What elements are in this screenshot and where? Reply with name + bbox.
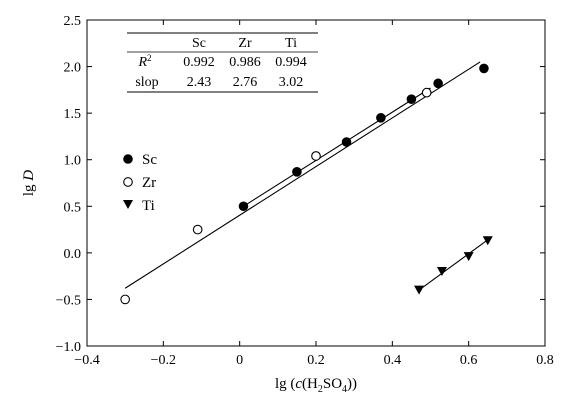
y-tick-label: −1.0 — [56, 340, 81, 355]
point-ti — [436, 266, 447, 276]
point-zr — [192, 224, 203, 235]
table-header-sc: Sc — [192, 36, 206, 51]
x-tick-label: −0.2 — [151, 353, 176, 368]
point-zr — [421, 87, 432, 98]
x-tick-label: −0.4 — [74, 353, 99, 368]
point-sc — [479, 63, 489, 74]
fit-line-zr — [124, 61, 481, 289]
point-sc — [433, 78, 443, 89]
y-tick-label: 0.0 — [64, 247, 82, 262]
x-tick-label: 0.6 — [460, 353, 478, 368]
x-axis-label: lg (c(H2SO4)) — [275, 376, 357, 395]
point-sc — [376, 113, 386, 123]
legend-marker-ti — [123, 200, 133, 209]
data-points — [120, 63, 493, 305]
point-sc — [292, 167, 302, 177]
point-zr — [120, 294, 131, 305]
legend-label-sc: Sc — [142, 152, 157, 168]
legend-marker-zr — [123, 177, 133, 187]
x-tick-label: 0 — [236, 353, 243, 368]
fit-lines — [124, 61, 489, 291]
table-cell-slop-ti: 3.02 — [279, 75, 304, 90]
legend-label-ti: Ti — [142, 198, 155, 214]
table-header-ti: Ti — [285, 36, 297, 51]
table-cell-slop-sc: 2.43 — [187, 75, 212, 90]
x-tick-label: 0.2 — [307, 353, 325, 368]
y-tick-label: 2.0 — [64, 61, 82, 76]
stats-table: Sc Zr Ti R2 0.992 0.986 0.994 slop 2.43 … — [127, 32, 318, 93]
legend: Sc Zr Ti — [123, 152, 157, 214]
table-cell-r2-ti: 0.994 — [275, 55, 307, 70]
point-ti — [482, 236, 493, 246]
table-row-slop-label: slop — [135, 75, 158, 90]
y-tick-label: 1.5 — [64, 107, 82, 122]
legend-marker-sc — [123, 154, 133, 164]
y-tick-label: 2.5 — [64, 14, 82, 29]
point-sc — [341, 137, 352, 147]
fit-line-ti — [418, 239, 489, 291]
table-header-zr: Zr — [238, 36, 252, 51]
point-ti — [414, 285, 425, 295]
table-cell-r2-sc: 0.992 — [183, 55, 215, 70]
y-tick-label: 0.5 — [64, 200, 82, 215]
x-axis: −0.4 −0.2 0 0.2 0.4 0.6 0.8 — [74, 20, 554, 368]
point-zr — [311, 151, 321, 161]
x-tick-label: 0.4 — [384, 353, 402, 368]
fit-line-sc — [243, 87, 431, 207]
y-axis-label: lg D — [21, 170, 37, 196]
point-sc — [406, 94, 417, 104]
y-tick-label: 1.0 — [64, 154, 82, 169]
point-sc — [238, 201, 249, 212]
table-row-r2-label: R2 — [137, 53, 151, 70]
table-cell-slop-zr: 2.76 — [233, 75, 258, 90]
legend-label-zr: Zr — [142, 175, 156, 191]
point-ti — [463, 252, 474, 262]
x-tick-label: 0.8 — [536, 353, 554, 368]
y-axis: −1.0 −0.5 0.0 0.5 1.0 1.5 2.0 2.5 — [56, 14, 545, 355]
table-cell-r2-zr: 0.986 — [229, 55, 261, 70]
y-tick-label: −0.5 — [56, 293, 81, 308]
